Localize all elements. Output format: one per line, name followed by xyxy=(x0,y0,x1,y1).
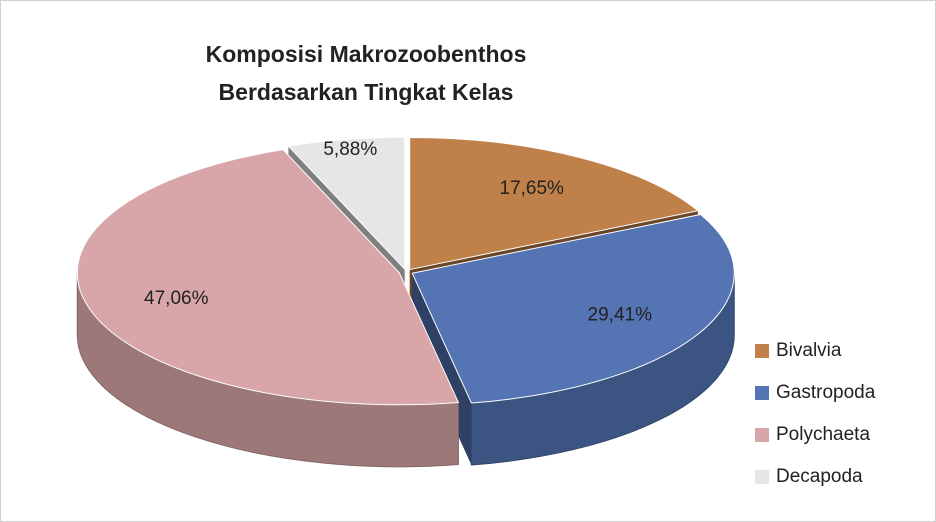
slice xyxy=(409,137,700,271)
legend-label: Bivalvia xyxy=(776,340,842,361)
data-label: 17,65% xyxy=(500,178,565,199)
chart-title: Berdasarkan Tingkat Kelas xyxy=(219,79,514,105)
legend-swatch xyxy=(755,470,769,484)
data-label: 5,88% xyxy=(323,139,377,160)
slice-tops xyxy=(76,136,735,406)
legend-swatch xyxy=(755,428,769,442)
slice xyxy=(411,213,735,404)
legend-label: Gastropoda xyxy=(776,382,876,403)
data-label: 29,41% xyxy=(588,305,653,326)
legend-swatch xyxy=(755,386,769,400)
slice xyxy=(76,149,460,406)
chart-title: Komposisi Makrozoobenthos xyxy=(206,41,527,67)
legend-label: Polychaeta xyxy=(776,424,870,445)
legend-label: Decapoda xyxy=(776,466,863,487)
data-label: 47,06% xyxy=(144,288,209,309)
slice xyxy=(287,136,406,271)
legend-swatch xyxy=(755,344,769,358)
